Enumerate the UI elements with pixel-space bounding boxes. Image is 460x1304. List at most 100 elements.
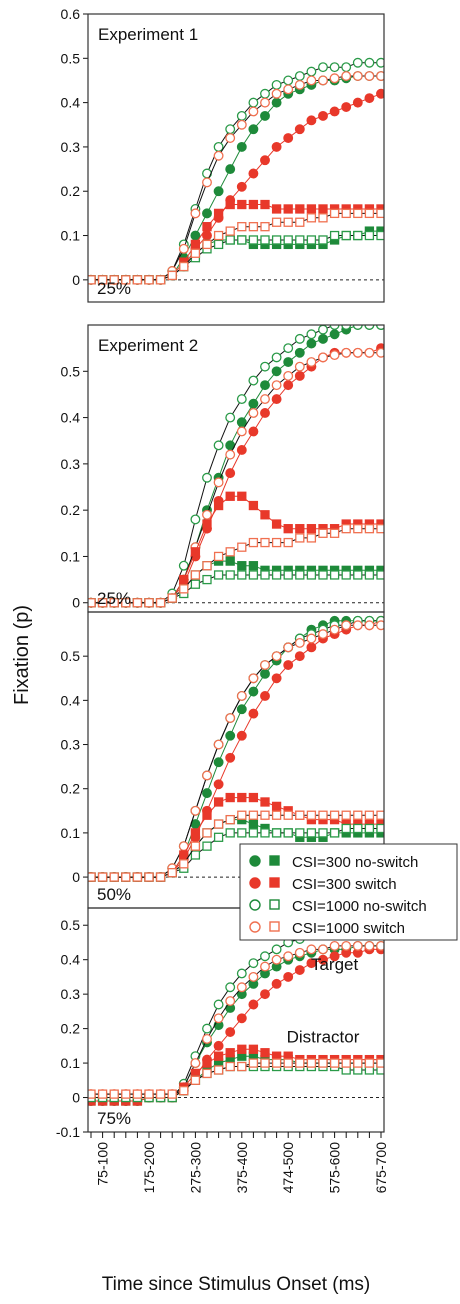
data-point-square <box>306 570 317 580</box>
y-tick-label: 0 <box>72 1090 80 1106</box>
data-point-circle <box>271 673 282 684</box>
data-point-square <box>283 537 293 548</box>
data-point-circle <box>260 88 270 99</box>
data-point-square <box>167 270 177 281</box>
data-point-square <box>260 510 270 520</box>
data-point-circle <box>376 88 384 99</box>
data-point-circle <box>190 1058 201 1069</box>
data-point-square <box>88 598 96 608</box>
plot-area <box>88 927 384 1106</box>
data-point-square <box>121 275 131 285</box>
series-csi-300-no-switch-target <box>88 615 384 883</box>
data-point-circle <box>283 951 294 962</box>
data-point-circle <box>260 989 270 1000</box>
data-point-square <box>260 1058 270 1068</box>
data-point-square <box>225 235 235 245</box>
data-point-square <box>248 561 259 571</box>
data-point-square <box>132 598 143 608</box>
data-point-square <box>364 230 375 241</box>
data-point-circle <box>202 208 212 219</box>
data-point-circle <box>236 968 247 979</box>
data-point-square <box>144 598 154 608</box>
data-point-square <box>376 208 384 219</box>
panel-4: -0.1 0 0.1 0.2 0.3 0.4 0.5 75% Target Distractor <box>56 907 385 1140</box>
panel-frame <box>87 907 385 1133</box>
data-point-square <box>190 239 201 250</box>
data-point-circle <box>283 133 294 144</box>
data-point-square <box>132 872 143 882</box>
data-point-square <box>213 208 224 219</box>
data-point-circle <box>376 620 384 631</box>
y-tick-label: 0 <box>72 595 80 611</box>
data-point-square <box>109 598 119 608</box>
data-point-circle <box>376 940 384 951</box>
data-point-square <box>260 810 270 820</box>
data-point-circle <box>364 620 375 631</box>
panel-title: Experiment 1 <box>98 25 198 44</box>
x-tick-label: 75-100 <box>95 1142 111 1186</box>
data-point-square <box>283 235 293 245</box>
data-point-circle <box>352 57 363 68</box>
panel-frame <box>87 324 385 613</box>
data-point-circle <box>260 380 270 391</box>
data-point-square <box>109 275 119 285</box>
data-point-square <box>225 226 235 236</box>
data-point-square <box>132 275 143 285</box>
data-point-circle <box>352 940 363 951</box>
data-point-square <box>329 810 340 820</box>
data-point-circle <box>306 66 317 77</box>
data-point-circle <box>329 951 340 962</box>
data-point-circle <box>236 1013 247 1024</box>
data-point-square <box>155 598 166 608</box>
data-point-square <box>295 204 305 214</box>
panel-condition-label: 50% <box>97 885 131 904</box>
data-point-square <box>283 217 293 227</box>
data-point-circle <box>294 370 305 381</box>
data-point-circle <box>236 690 247 701</box>
annotation-target: Target <box>311 955 359 974</box>
data-point-square <box>306 828 317 838</box>
data-point-square <box>213 1065 224 1075</box>
data-point-square <box>318 213 328 223</box>
data-point-circle <box>318 333 328 344</box>
data-point-circle <box>236 426 247 437</box>
data-point-circle <box>271 88 282 99</box>
data-point-circle <box>306 642 317 653</box>
data-point-circle <box>364 57 375 68</box>
data-point-circle <box>329 73 340 84</box>
data-point-square <box>179 859 189 869</box>
data-point-square <box>190 248 201 258</box>
data-point-square <box>318 828 328 838</box>
data-point-circle <box>260 951 270 962</box>
data-point-square <box>237 561 247 571</box>
data-point-square <box>271 217 282 227</box>
y-tick-label: 0.3 <box>61 456 81 472</box>
data-point-square <box>121 598 131 608</box>
data-point-circle <box>236 730 247 741</box>
y-tick-label: 0.3 <box>61 139 81 155</box>
data-point-circle <box>236 110 247 121</box>
series-csi-1000-no-switch-target <box>88 57 384 285</box>
data-point-square <box>190 1075 201 1085</box>
panel-3: 0 0.1 0.2 0.3 0.4 0.5 50% <box>61 611 385 909</box>
data-point-circle <box>271 944 282 955</box>
data-point-square <box>237 199 247 210</box>
series-line <box>91 624 381 878</box>
data-point-circle <box>236 704 247 715</box>
data-point-circle <box>271 651 282 662</box>
data-point-square <box>179 1085 189 1096</box>
legend-label: CSI=1000 switch <box>292 920 405 937</box>
data-point-square <box>144 872 154 882</box>
data-point-circle <box>376 71 384 81</box>
data-point-square <box>88 872 96 882</box>
panel-condition-label: 75% <box>97 1109 131 1128</box>
data-point-circle <box>248 426 259 437</box>
data-point-circle <box>202 472 212 483</box>
data-point-circle <box>271 79 282 90</box>
data-point-square <box>202 1068 212 1079</box>
data-point-square <box>341 524 351 534</box>
data-point-square <box>295 235 305 245</box>
data-point-square <box>260 797 270 807</box>
data-point-square <box>295 524 305 534</box>
data-point-circle <box>190 230 201 241</box>
